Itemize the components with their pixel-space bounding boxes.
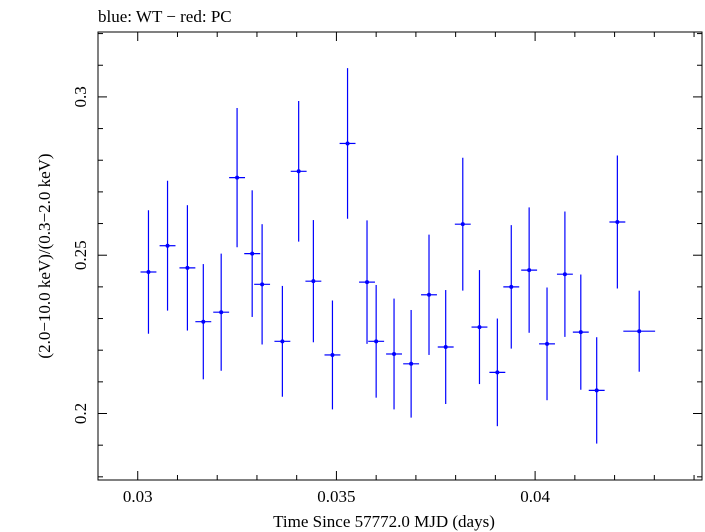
data-marker <box>165 243 170 248</box>
data-point <box>503 225 520 349</box>
data-marker <box>374 339 379 344</box>
data-marker <box>280 339 285 344</box>
x-tick-label: 0.04 <box>520 487 550 506</box>
data-point <box>213 253 230 371</box>
x-tick-label: 0.035 <box>317 487 355 506</box>
data-point <box>386 298 402 410</box>
data-point <box>556 211 573 337</box>
data-point <box>609 155 626 289</box>
data-point <box>305 220 322 343</box>
data-point <box>244 190 261 317</box>
x-tick-label: 0.03 <box>123 487 153 506</box>
y-axis: 0.2 0.25 0.3 <box>71 33 702 478</box>
data-marker <box>219 310 224 315</box>
data-marker <box>296 169 301 174</box>
data-marker <box>250 251 255 256</box>
data-point <box>572 274 589 390</box>
data-marker <box>201 319 206 324</box>
data-point <box>623 290 656 372</box>
data-marker <box>443 345 448 350</box>
data-marker <box>615 219 620 224</box>
data-marker <box>527 268 532 273</box>
data-marker <box>637 329 642 334</box>
y-tick-label: 0.2 <box>71 403 90 424</box>
x-axis-label: Time Since 57772.0 MJD (days) <box>273 512 495 531</box>
data-point <box>229 107 246 248</box>
data-point <box>368 284 385 398</box>
data-point <box>290 101 307 242</box>
x-axis: 0.03 0.035 0.04 <box>97 32 695 506</box>
y-tick-label: 0.25 <box>71 240 90 270</box>
data-point <box>437 290 454 405</box>
data-point <box>274 285 291 397</box>
data-marker <box>578 330 583 335</box>
data-point <box>359 220 375 344</box>
data-point <box>539 287 555 401</box>
data-marker <box>545 341 550 346</box>
chart-title: blue: WT − red: PC <box>98 7 232 26</box>
data-marker <box>594 388 599 393</box>
data-series <box>140 68 656 444</box>
data-marker <box>460 222 465 227</box>
y-tick-label: 0.3 <box>71 86 90 107</box>
y-axis-label: (2.0−10.0 keV)/(0.3−2.0 keV) <box>35 153 54 358</box>
data-marker <box>392 351 397 356</box>
data-marker <box>562 272 567 277</box>
data-marker <box>311 279 316 284</box>
data-marker <box>409 361 414 366</box>
data-point <box>179 205 196 331</box>
data-point <box>159 180 176 311</box>
data-point <box>254 224 271 345</box>
data-point <box>471 270 488 385</box>
data-marker <box>495 370 500 375</box>
data-marker <box>345 141 350 146</box>
data-marker <box>260 282 265 287</box>
data-point <box>403 309 420 418</box>
data-point <box>140 210 157 334</box>
data-point <box>339 68 356 219</box>
data-marker <box>330 352 335 357</box>
plot-frame <box>97 31 703 481</box>
data-marker <box>146 269 151 274</box>
data-marker <box>509 284 514 289</box>
data-point <box>454 157 471 291</box>
data-marker <box>427 292 432 297</box>
data-point <box>324 300 341 410</box>
data-marker <box>185 265 190 270</box>
data-point <box>588 337 605 444</box>
data-marker <box>235 175 240 180</box>
data-marker <box>477 325 482 330</box>
data-point <box>421 234 437 355</box>
data-point <box>195 264 212 380</box>
data-point <box>489 318 506 427</box>
data-point <box>521 207 538 333</box>
data-marker <box>365 280 370 285</box>
